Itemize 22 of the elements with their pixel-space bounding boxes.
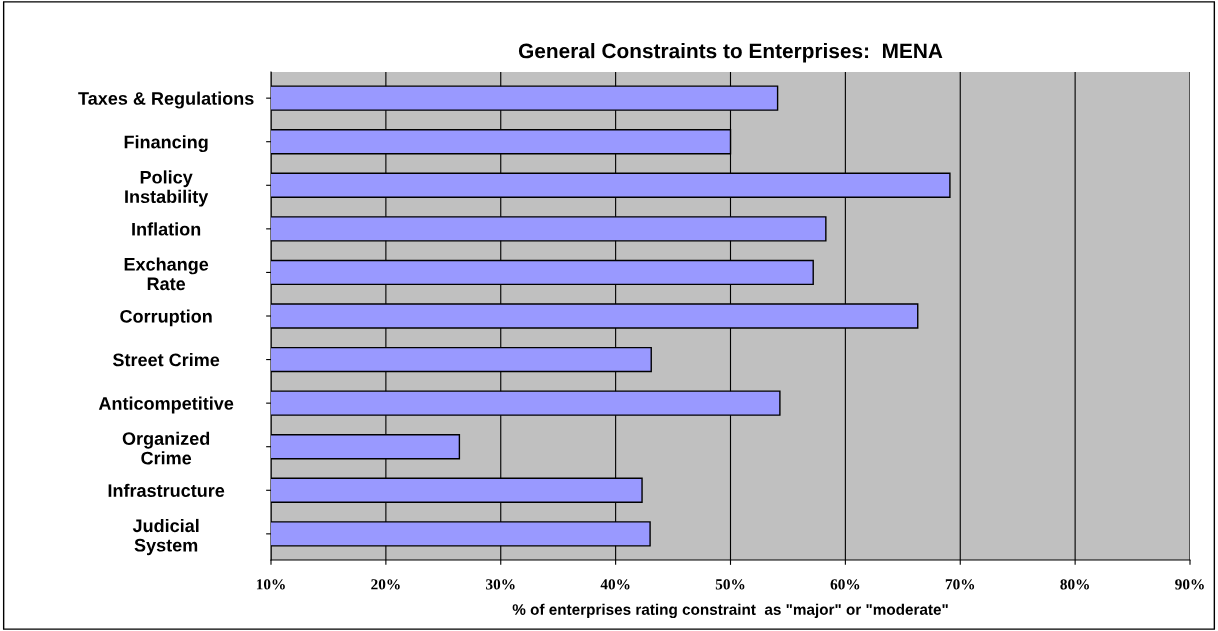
y-tick-label: Street Crime — [112, 353, 220, 367]
y-tick-label: Infrastructure — [108, 483, 225, 498]
chart-title: General Constraints to Enterprises: MENA — [518, 43, 943, 63]
y-tick-label: Taxes & Regulations — [78, 91, 254, 109]
x-tick-label: 90% — [1175, 579, 1204, 590]
y-tick-label: Anticompetitive — [98, 396, 234, 414]
y-tick-label: Financing — [124, 135, 208, 153]
x-tick-label: 20% — [371, 579, 400, 590]
y-tick-label: Corruption — [120, 309, 212, 327]
x-tick-label: 10% — [256, 579, 285, 590]
x-tick-label: 80% — [1060, 579, 1089, 590]
x-tick-label: 30% — [486, 579, 515, 590]
x-axis-title: % of enterprises rating constraint as "major" or "moderate" — [512, 603, 948, 619]
y-tick-label: Judicial System — [132, 518, 199, 556]
y-tick-label: Inflation — [132, 222, 201, 236]
x-tick-label: 60% — [830, 579, 860, 590]
y-tick-label: Exchange Rate — [124, 257, 209, 291]
y-tick-label: Policy Instability — [125, 170, 209, 207]
y-tick-label: Organized Crime — [122, 431, 210, 465]
x-tick-label: 70% — [945, 579, 975, 590]
x-tick-label: 40% — [600, 579, 630, 590]
x-tick-label: 50% — [715, 579, 745, 590]
